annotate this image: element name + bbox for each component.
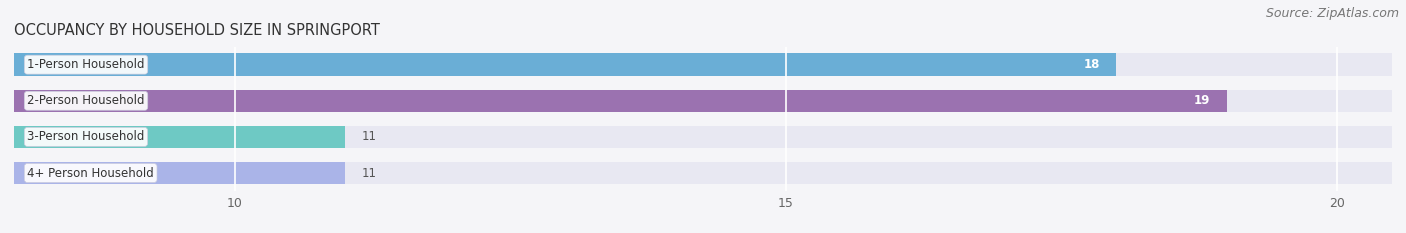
Bar [14, 53, 1392, 76]
Bar [14, 126, 1392, 148]
Bar [14, 126, 344, 148]
Text: 1-Person Household: 1-Person Household [27, 58, 145, 71]
Text: 4+ Person Household: 4+ Person Household [27, 167, 155, 179]
Text: Source: ZipAtlas.com: Source: ZipAtlas.com [1265, 7, 1399, 20]
Text: 19: 19 [1194, 94, 1211, 107]
Bar [14, 162, 344, 184]
Text: 2-Person Household: 2-Person Household [27, 94, 145, 107]
Text: 3-Person Household: 3-Person Household [27, 130, 145, 143]
Bar [14, 89, 1392, 112]
Text: 11: 11 [361, 130, 377, 143]
Bar [14, 89, 1226, 112]
Bar [14, 162, 1392, 184]
Text: OCCUPANCY BY HOUSEHOLD SIZE IN SPRINGPORT: OCCUPANCY BY HOUSEHOLD SIZE IN SPRINGPOR… [14, 24, 380, 38]
Text: 11: 11 [361, 167, 377, 179]
Bar [14, 53, 1116, 76]
Text: 18: 18 [1084, 58, 1099, 71]
